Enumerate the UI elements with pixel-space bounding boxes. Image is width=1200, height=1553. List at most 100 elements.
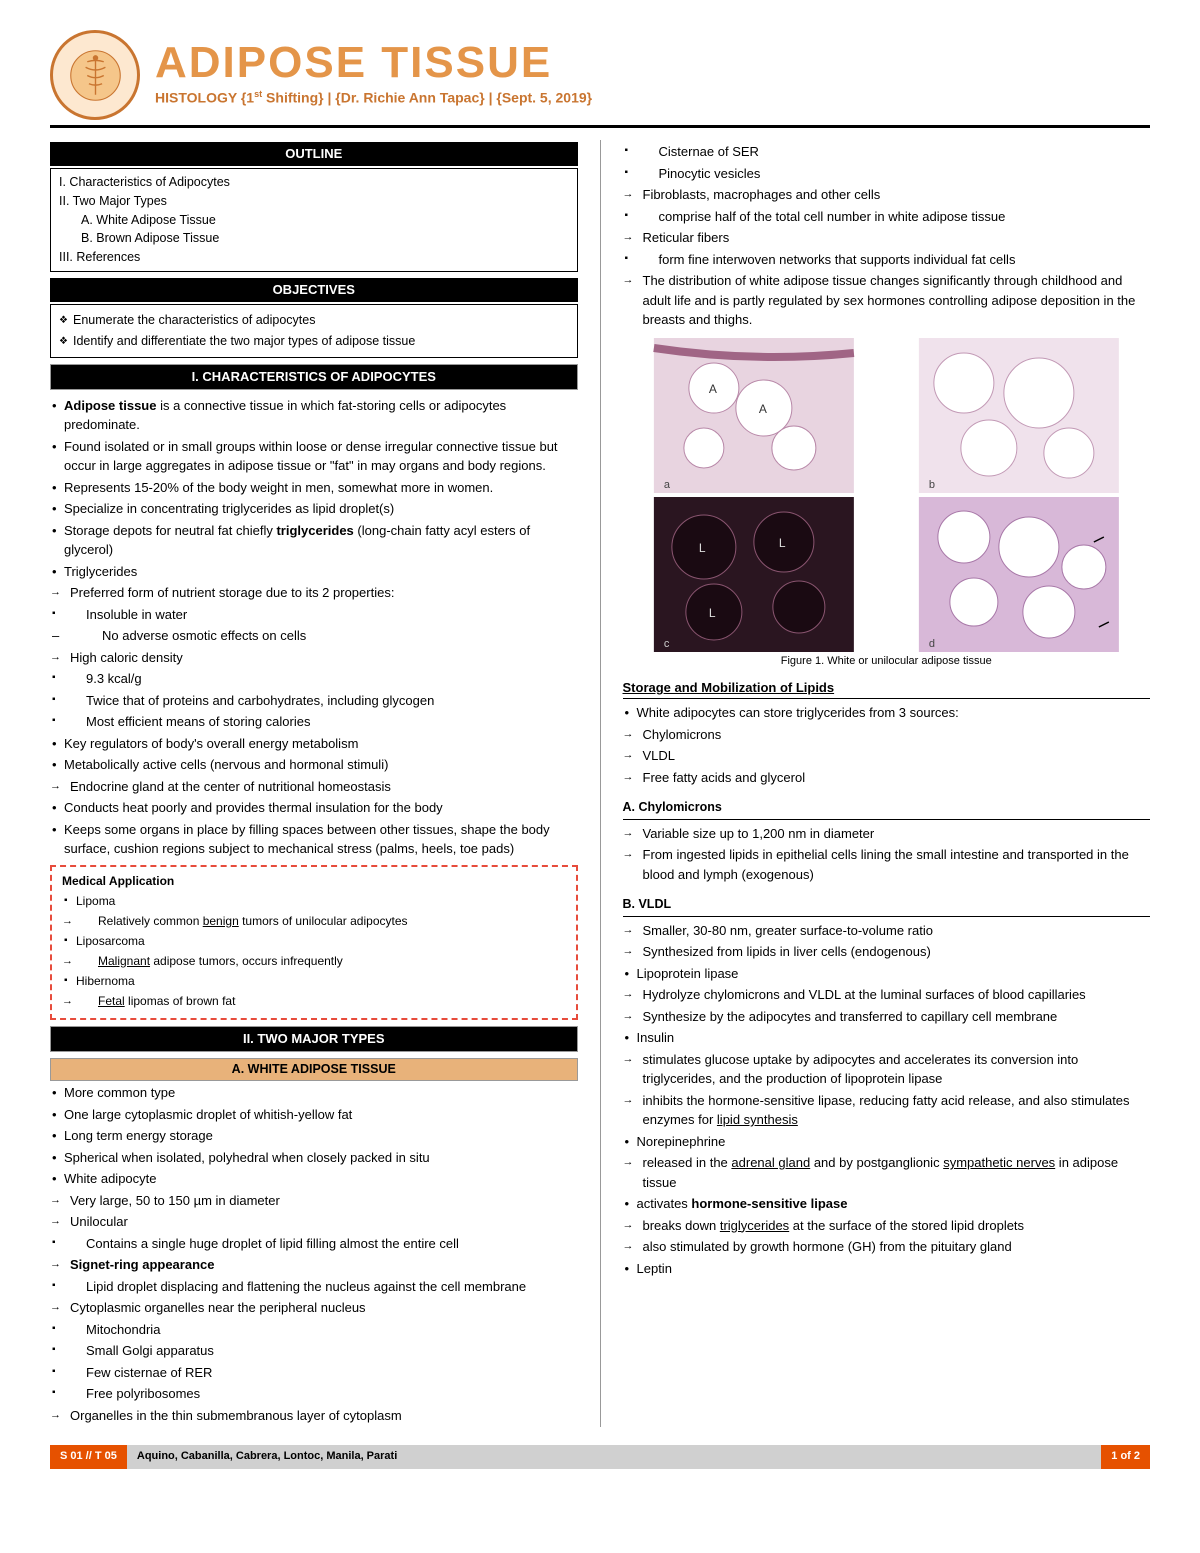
main-title: ADIPOSE TISSUE	[155, 41, 1150, 85]
list-item: 9.3 kcal/g	[50, 669, 578, 689]
outline-item: III. References	[59, 248, 569, 267]
list-item: Fetal lipomas of brown fat	[62, 992, 566, 1010]
storage-list: White adipocytes can store triglycerides…	[623, 703, 1151, 787]
figure-grid: AAa b LLLc d	[623, 338, 1151, 652]
footer-left: S 01 // T 05	[50, 1445, 127, 1468]
lettered-heading: B. VLDL	[623, 894, 1151, 917]
list-item: One large cytoplasmic droplet of whitish…	[50, 1105, 578, 1125]
list-item: activates hormone-sensitive lipase	[623, 1194, 1151, 1214]
list-item: Hydrolyze chylomicrons and VLDL at the l…	[623, 985, 1151, 1005]
list-item: inhibits the hormone-sensitive lipase, r…	[623, 1091, 1151, 1130]
list-item: Most efficient means of storing calories	[50, 712, 578, 732]
list-item: Mitochondria	[50, 1320, 578, 1340]
list-item: Unilocular	[50, 1212, 578, 1232]
list-item: Insoluble in water	[50, 605, 578, 625]
list-item: Spherical when isolated, polyhedral when…	[50, 1148, 578, 1168]
list-item: Found isolated or in small groups within…	[50, 437, 578, 476]
list-item: Relatively common benign tumors of unilo…	[62, 912, 566, 930]
title-block: ADIPOSE TISSUE HISTOLOGY {1st Shifting} …	[155, 41, 1150, 108]
header-rule	[50, 125, 1150, 128]
left-column: OUTLINE I. Characteristics of Adipocytes…	[50, 140, 578, 1427]
objective-item: Enumerate the characteristics of adipocy…	[59, 311, 569, 330]
list-item: Key regulators of body's overall energy …	[50, 734, 578, 754]
outline-bar: OUTLINE	[50, 142, 578, 166]
list-item: Cytoplasmic organelles near the peripher…	[50, 1298, 578, 1318]
section-heading: II. TWO MAJOR TYPES	[50, 1026, 578, 1052]
list-item: Endocrine gland at the center of nutriti…	[50, 777, 578, 797]
list-item: Triglycerides	[50, 562, 578, 582]
column-separator	[600, 140, 601, 1427]
list-item: Malignant adipose tumors, occurs infrequ…	[62, 952, 566, 970]
list-item: Smaller, 30-80 nm, greater surface-to-vo…	[623, 921, 1151, 941]
svg-text:A: A	[708, 382, 716, 396]
outline-item: II. Two Major Types	[59, 192, 569, 211]
list-item: Chylomicrons	[623, 725, 1151, 745]
medical-application-box: Medical Application Lipoma Relatively co…	[50, 865, 578, 1020]
list-item: breaks down triglycerides at the surface…	[623, 1216, 1151, 1236]
list-item: Long term energy storage	[50, 1126, 578, 1146]
list-item: form fine interwoven networks that suppo…	[623, 250, 1151, 270]
white-adipose-list: More common type One large cytoplasmic d…	[50, 1083, 578, 1425]
list-item: Free fatty acids and glycerol	[623, 768, 1151, 788]
logo-medallion	[50, 30, 140, 120]
subsection-heading: Storage and Mobilization of Lipids	[623, 679, 1151, 699]
list-item: Synthesized from lipids in liver cells (…	[623, 942, 1151, 962]
svg-text:A: A	[758, 402, 766, 416]
list-item: also stimulated by growth hormone (GH) f…	[623, 1237, 1151, 1257]
right-column: Cisternae of SER Pinocytic vesicles Fibr…	[623, 140, 1151, 1427]
subtitle: HISTOLOGY {1st Shifting} | {Dr. Richie A…	[155, 88, 1150, 108]
section-heading: I. CHARACTERISTICS OF ADIPOCYTES	[50, 364, 578, 390]
chylomicrons-list: Variable size up to 1,200 nm in diameter…	[623, 824, 1151, 885]
list-item: Adipose tissue is a connective tissue in…	[50, 396, 578, 435]
figure-caption: Figure 1. White or unilocular adipose ti…	[623, 654, 1151, 669]
list-item: Reticular fibers	[623, 228, 1151, 248]
outline-item: I. Characteristics of Adipocytes	[59, 173, 569, 192]
two-column-layout: OUTLINE I. Characteristics of Adipocytes…	[50, 140, 1150, 1427]
list-item: The distribution of white adipose tissue…	[623, 271, 1151, 330]
list-item: comprise half of the total cell number i…	[623, 207, 1151, 227]
list-item: Insulin	[623, 1028, 1151, 1048]
list-item: Storage depots for neutral fat chiefly t…	[50, 521, 578, 560]
footer-page: 1 of 2	[1101, 1445, 1150, 1468]
list-item: Organelles in the thin submembranous lay…	[50, 1406, 578, 1426]
document-header: ADIPOSE TISSUE HISTOLOGY {1st Shifting} …	[50, 30, 1150, 120]
histology-image-b: b	[888, 338, 1150, 493]
objectives-box: Enumerate the characteristics of adipocy…	[50, 304, 578, 358]
list-item: Lipoprotein lipase	[623, 964, 1151, 984]
svg-text:L: L	[708, 606, 715, 620]
characteristics-list: Adipose tissue is a connective tissue in…	[50, 396, 578, 859]
list-item: released in the adrenal gland and by pos…	[623, 1153, 1151, 1192]
list-item: White adipocyte	[50, 1169, 578, 1189]
lettered-heading: A. Chylomicrons	[623, 797, 1151, 820]
list-item: Liposarcoma	[62, 932, 566, 950]
list-item: Free polyribosomes	[50, 1384, 578, 1404]
list-item: Cisternae of SER	[623, 142, 1151, 162]
med-title: Medical Application	[62, 873, 566, 890]
list-item: Represents 15-20% of the body weight in …	[50, 478, 578, 498]
list-item: Fibroblasts, macrophages and other cells	[623, 185, 1151, 205]
list-item: Pinocytic vesicles	[623, 164, 1151, 184]
svg-text:a: a	[663, 479, 670, 491]
outline-box: I. Characteristics of Adipocytes II. Two…	[50, 168, 578, 272]
list-item: Hibernoma	[62, 972, 566, 990]
histology-image-d: d	[888, 497, 1150, 652]
subsection-bar: A. WHITE ADIPOSE TISSUE	[50, 1058, 578, 1082]
objective-item: Identify and differentiate the two major…	[59, 332, 569, 351]
list-item: White adipocytes can store triglycerides…	[623, 703, 1151, 723]
list-item: Norepinephrine	[623, 1132, 1151, 1152]
list-item: From ingested lipids in epithelial cells…	[623, 845, 1151, 884]
list-item: Small Golgi apparatus	[50, 1341, 578, 1361]
svg-text:b: b	[929, 479, 935, 491]
list-item: Very large, 50 to 150 µm in diameter	[50, 1191, 578, 1211]
list-item: Contains a single huge droplet of lipid …	[50, 1234, 578, 1254]
svg-text:L: L	[698, 541, 705, 555]
objectives-bar: OBJECTIVES	[50, 278, 578, 302]
continuation-list: Cisternae of SER Pinocytic vesicles Fibr…	[623, 142, 1151, 330]
list-item: Specialize in concentrating triglyceride…	[50, 499, 578, 519]
list-item: Conducts heat poorly and provides therma…	[50, 798, 578, 818]
list-item: Lipoma	[62, 892, 566, 910]
list-item: More common type	[50, 1083, 578, 1103]
footer-authors: Aquino, Cabanilla, Cabrera, Lontoc, Mani…	[127, 1445, 1101, 1468]
list-item: VLDL	[623, 746, 1151, 766]
list-item: No adverse osmotic effects on cells	[50, 626, 578, 646]
